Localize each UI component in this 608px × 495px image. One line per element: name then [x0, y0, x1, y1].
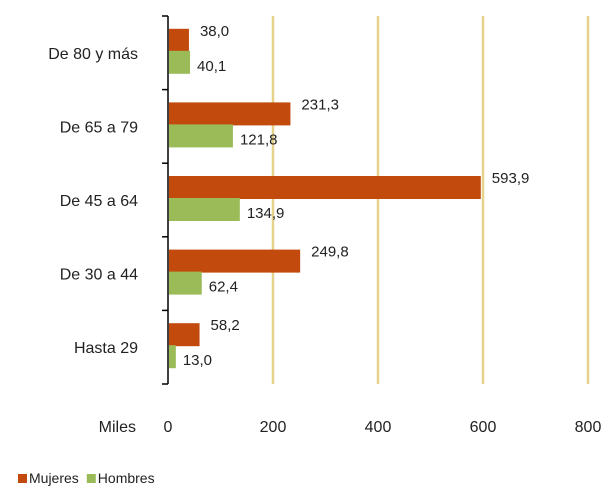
bar-mujeres — [169, 102, 291, 126]
data-label: 13,0 — [183, 352, 212, 369]
data-label: 231,3 — [301, 96, 339, 113]
data-label: 40,1 — [197, 58, 226, 75]
x-tick-label: 400 — [365, 419, 392, 436]
bar-hombres — [169, 198, 240, 221]
x-unit-label: Miles — [99, 419, 136, 436]
x-tick-labels: Miles 0 200 400 600 800 — [99, 419, 602, 436]
bars — [169, 28, 481, 369]
category-label: De 65 a 79 — [60, 119, 138, 136]
x-tick-label: 800 — [575, 419, 602, 436]
data-label: 134,9 — [247, 205, 285, 222]
legend-label: Mujeres — [29, 470, 79, 486]
legend-swatch-hombres — [86, 474, 96, 483]
x-tick-label: 0 — [164, 419, 173, 436]
category-label: De 45 a 64 — [60, 193, 138, 210]
axes — [162, 15, 169, 385]
category-label: Hasta 29 — [74, 340, 138, 357]
data-label: 249,8 — [311, 244, 349, 261]
bar-hombres — [169, 345, 176, 369]
bar-hombres — [169, 271, 202, 295]
bar-hombres — [169, 50, 191, 74]
x-tick-label: 200 — [260, 419, 287, 436]
data-label: 121,8 — [240, 131, 278, 148]
bar-mujeres — [169, 28, 189, 52]
data-label: 58,2 — [211, 317, 240, 334]
category-label: De 30 a 44 — [60, 267, 138, 284]
bar-mujeres — [169, 323, 200, 347]
legend: Mujeres Hombres — [18, 470, 155, 486]
bar-mujeres — [169, 176, 481, 199]
x-tick-label: 600 — [470, 419, 497, 436]
category-labels: De 80 y más De 65 a 79 De 45 a 64 De 30 a 4… — [48, 46, 138, 357]
legend-swatch-mujeres — [18, 474, 27, 483]
bar-hombres — [169, 124, 233, 148]
data-label: 38,0 — [200, 23, 229, 40]
gridlines — [271, 16, 590, 384]
data-label: 62,4 — [209, 279, 238, 296]
legend-label: Hombres — [98, 470, 155, 486]
category-label: De 80 y más — [48, 46, 138, 63]
data-labels: 38,0 40,1 231,3 121,8 593,9 134,9 249,8 62,4 58,… — [183, 23, 530, 369]
bar-mujeres — [169, 249, 301, 273]
data-label: 593,9 — [492, 170, 530, 187]
